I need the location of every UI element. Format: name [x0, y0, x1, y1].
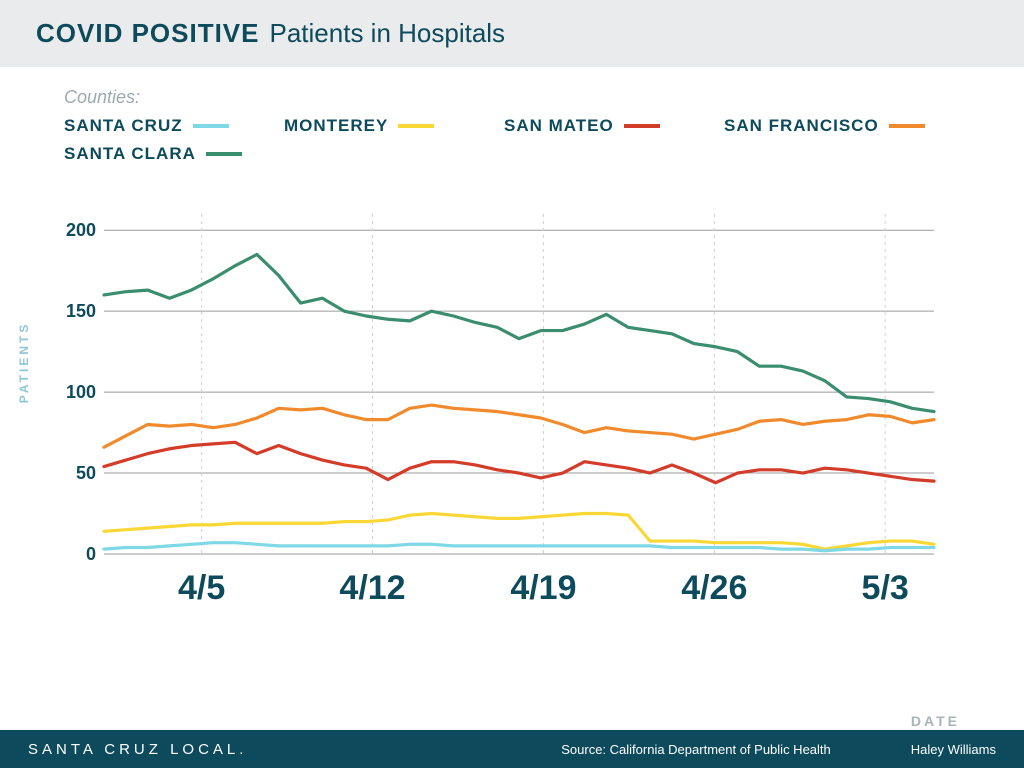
- chart-area: PATIENTS 0501001502004/54/124/194/265/3 …: [64, 204, 960, 669]
- footer-author: Haley Williams: [911, 742, 996, 757]
- legend-label: SANTA CRUZ: [64, 116, 183, 136]
- legend-row: SANTA CRUZ MONTEREY SAN MATEO SAN FRANCISCO…: [64, 116, 960, 172]
- legend-title: Counties:: [64, 87, 960, 108]
- svg-text:100: 100: [66, 382, 96, 402]
- legend-item: SANTA CLARA: [64, 144, 284, 164]
- series-line: [104, 254, 934, 411]
- svg-text:50: 50: [76, 463, 96, 483]
- line-chart: 0 50 100 150 200 4/5 4/12 4/19 4/26 5/3: [64, 204, 944, 664]
- series-line: [104, 405, 934, 447]
- header-bar: COVID POSITIVE Patients in Hospitals: [0, 0, 1024, 67]
- svg-text:4/19: 4/19: [510, 569, 576, 607]
- y-axis-label: PATIENTS: [17, 321, 31, 403]
- series-line: [104, 442, 934, 482]
- footer-bar: SANTA CRUZ LOCAL. Source: California Dep…: [0, 730, 1024, 768]
- legend-item: MONTEREY: [284, 116, 504, 136]
- svg-text:200: 200: [66, 220, 96, 240]
- svg-text:4/12: 4/12: [339, 569, 405, 607]
- svg-text:4/5: 4/5: [178, 569, 225, 607]
- svg-text:150: 150: [66, 301, 96, 321]
- legend-label: MONTEREY: [284, 116, 388, 136]
- legend-swatch: [398, 124, 434, 128]
- legend-label: SAN FRANCISCO: [724, 116, 879, 136]
- x-axis-label: DATE: [911, 713, 960, 729]
- title-bold: COVID POSITIVE: [36, 18, 260, 49]
- legend-swatch: [206, 152, 242, 156]
- svg-text:4/26: 4/26: [681, 569, 747, 607]
- legend-item: SAN FRANCISCO: [724, 116, 944, 136]
- legend-swatch: [889, 124, 925, 128]
- title-light: Patients in Hospitals: [270, 18, 506, 49]
- legend-item: SANTA CRUZ: [64, 116, 284, 136]
- legend-label: SANTA CLARA: [64, 144, 196, 164]
- svg-text:5/3: 5/3: [862, 569, 909, 607]
- legend: Counties: SANTA CRUZMONTEREYSAN MATEOSAN…: [0, 67, 1024, 184]
- svg-text:0: 0: [86, 544, 96, 564]
- legend-swatch: [193, 124, 229, 128]
- legend-item: SAN MATEO: [504, 116, 724, 136]
- legend-swatch: [624, 124, 660, 128]
- legend-label: SAN MATEO: [504, 116, 614, 136]
- footer-brand: SANTA CRUZ LOCAL.: [28, 741, 247, 758]
- footer-source: Source: California Department of Public …: [561, 742, 831, 757]
